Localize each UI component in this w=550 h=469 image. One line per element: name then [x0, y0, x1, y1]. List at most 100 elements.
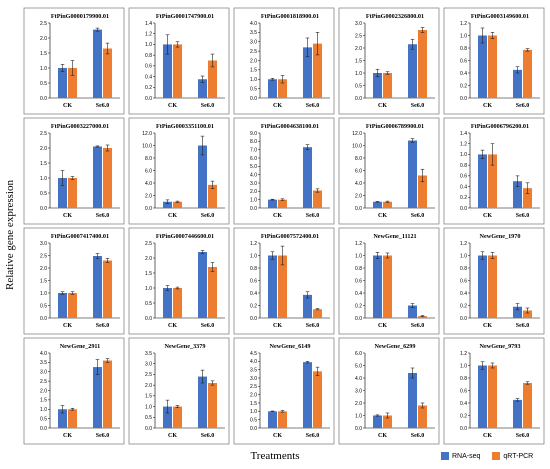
bar-rna-seq — [198, 79, 207, 98]
y-tick-label: 1.0 — [460, 33, 467, 39]
bar-qrt-pcr — [523, 49, 532, 98]
y-tick-label: 3.0 — [145, 362, 152, 368]
y-tick-label: 6.0 — [250, 156, 257, 162]
bar-qrt-pcr — [278, 255, 287, 318]
panel-20: NewGene_9793 0.0 0.2 0.4 0.6 0.8 1.0 1.2 CK Se6.0 — [443, 337, 545, 445]
bar-rna-seq — [513, 306, 522, 318]
y-axis-label-wrap: Relative gene expression — [2, 0, 18, 469]
panel-title: NewGene_3379 — [165, 343, 206, 350]
y-tick-label: 5.0 — [355, 363, 362, 369]
x-tick-label: CK — [168, 213, 177, 219]
y-tick-label: 6.0 — [355, 351, 362, 357]
bar-qrt-pcr — [208, 267, 217, 318]
y-tick-label: 1.0 — [460, 253, 467, 259]
bar-qrt-pcr — [523, 383, 532, 428]
bar-rna-seq — [373, 73, 382, 98]
x-tick-label: CK — [168, 103, 177, 109]
bar-rna-seq — [408, 44, 417, 98]
y-tick-label: 0.0 — [145, 426, 152, 432]
y-tick-label: 6.0 — [145, 168, 152, 174]
bar-qrt-pcr — [523, 188, 532, 208]
y-tick-label: 10.0 — [352, 143, 362, 149]
x-tick-label: Se6.0 — [411, 433, 425, 439]
bar-rna-seq — [93, 146, 102, 208]
y-tick-label: 8.0 — [355, 156, 362, 162]
panel-4: FtPinG0002326800.01 0.0 0.5 1.0 1.5 2.0 2.5 3.0… — [338, 7, 440, 115]
y-tick-label: 1.0 — [40, 66, 47, 72]
panel-title: FtPinG0003351100.01 — [156, 123, 214, 130]
y-tick-label: 0.5 — [250, 417, 257, 423]
y-tick-label: 0.4 — [460, 184, 467, 190]
y-tick-label: 3.5 — [250, 30, 257, 36]
y-tick-label: 0.0 — [355, 426, 362, 432]
y-tick-label: 0.0 — [250, 426, 257, 432]
bar-qrt-pcr — [523, 310, 532, 318]
y-tick-label: 0.4 — [145, 74, 152, 80]
y-tick-label: 1.0 — [250, 77, 257, 83]
x-tick-label: Se6.0 — [411, 213, 425, 219]
y-tick-label: 1.0 — [355, 413, 362, 419]
y-tick-label: 3.0 — [355, 388, 362, 394]
bar-rna-seq — [198, 252, 207, 318]
bar-rna-seq — [268, 411, 277, 428]
x-tick-label: CK — [273, 433, 282, 439]
bar-qrt-pcr — [313, 43, 322, 98]
y-tick-label: 4.0 — [355, 376, 362, 382]
y-tick-label: 2.0 — [40, 146, 47, 152]
bar-qrt-pcr — [208, 383, 217, 428]
legend-label-rna-seq: RNA-seq — [452, 452, 481, 460]
bar-rna-seq — [93, 367, 102, 428]
y-tick-label: 2.0 — [145, 193, 152, 199]
panel-8: FtPinG0004638100.01 0.0 1.0 2.0 3.0 4.0 5.0 6.0… — [233, 117, 335, 225]
x-tick-label: Se6.0 — [516, 103, 530, 109]
x-tick-label: Se6.0 — [411, 323, 425, 329]
y-tick-label: 1.5 — [40, 161, 47, 167]
y-tick-label: 3.5 — [145, 351, 152, 357]
y-tick-label: 0.5 — [40, 191, 47, 197]
y-tick-label: 2.5 — [40, 253, 47, 259]
bar-rna-seq — [163, 201, 172, 208]
x-tick-label: CK — [63, 433, 72, 439]
y-tick-label: 2.5 — [250, 384, 257, 390]
y-tick-label: 10.0 — [142, 143, 152, 149]
y-tick-label: 0.6 — [460, 58, 467, 64]
y-tick-label: 1.0 — [460, 152, 467, 158]
panel-title: FtPinG0000179900.01 — [51, 13, 109, 20]
bar-qrt-pcr — [173, 406, 182, 428]
bar-qrt-pcr — [208, 60, 217, 98]
y-tick-label: 2.5 — [145, 241, 152, 247]
bar-qrt-pcr — [383, 255, 392, 318]
panel-title: NewGene_6299 — [375, 343, 416, 350]
x-tick-label: CK — [168, 323, 177, 329]
bar-qrt-pcr — [173, 201, 182, 208]
y-tick-label: 0.2 — [355, 303, 362, 309]
y-tick-label: 0.4 — [460, 71, 467, 77]
x-tick-label: Se6.0 — [201, 103, 215, 109]
x-tick-label: Se6.0 — [516, 323, 530, 329]
x-tick-label: Se6.0 — [96, 323, 110, 329]
bar-qrt-pcr — [208, 184, 217, 208]
y-tick-label: 0.8 — [460, 266, 467, 272]
panel-title: NewGene_9793 — [480, 343, 521, 350]
y-tick-label: 1.0 — [145, 42, 152, 48]
y-tick-label: 0.6 — [460, 278, 467, 284]
y-tick-label: 0.6 — [250, 278, 257, 284]
legend: RNA-seq qRT-PCR — [441, 452, 541, 460]
y-tick-label: 4.0 — [40, 351, 47, 357]
y-tick-label: 3.5 — [40, 360, 47, 366]
panel-title: FtPinG0007446600.01 — [156, 233, 214, 240]
bar-rna-seq — [303, 47, 312, 98]
y-tick-label: 1.5 — [250, 401, 257, 407]
y-tick-label: 0.2 — [460, 303, 467, 309]
x-tick-label: CK — [63, 213, 72, 219]
y-tick-label: 2.5 — [250, 49, 257, 55]
bar-rna-seq — [478, 365, 487, 428]
y-tick-label: 0.5 — [40, 303, 47, 309]
bar-qrt-pcr — [173, 44, 182, 98]
bar-rna-seq — [268, 199, 277, 208]
panel-title: FtPinG0007572400.01 — [261, 233, 319, 240]
x-tick-label: Se6.0 — [306, 103, 320, 109]
y-tick-label: 0.2 — [460, 83, 467, 89]
y-tick-label: 0.5 — [145, 301, 152, 307]
